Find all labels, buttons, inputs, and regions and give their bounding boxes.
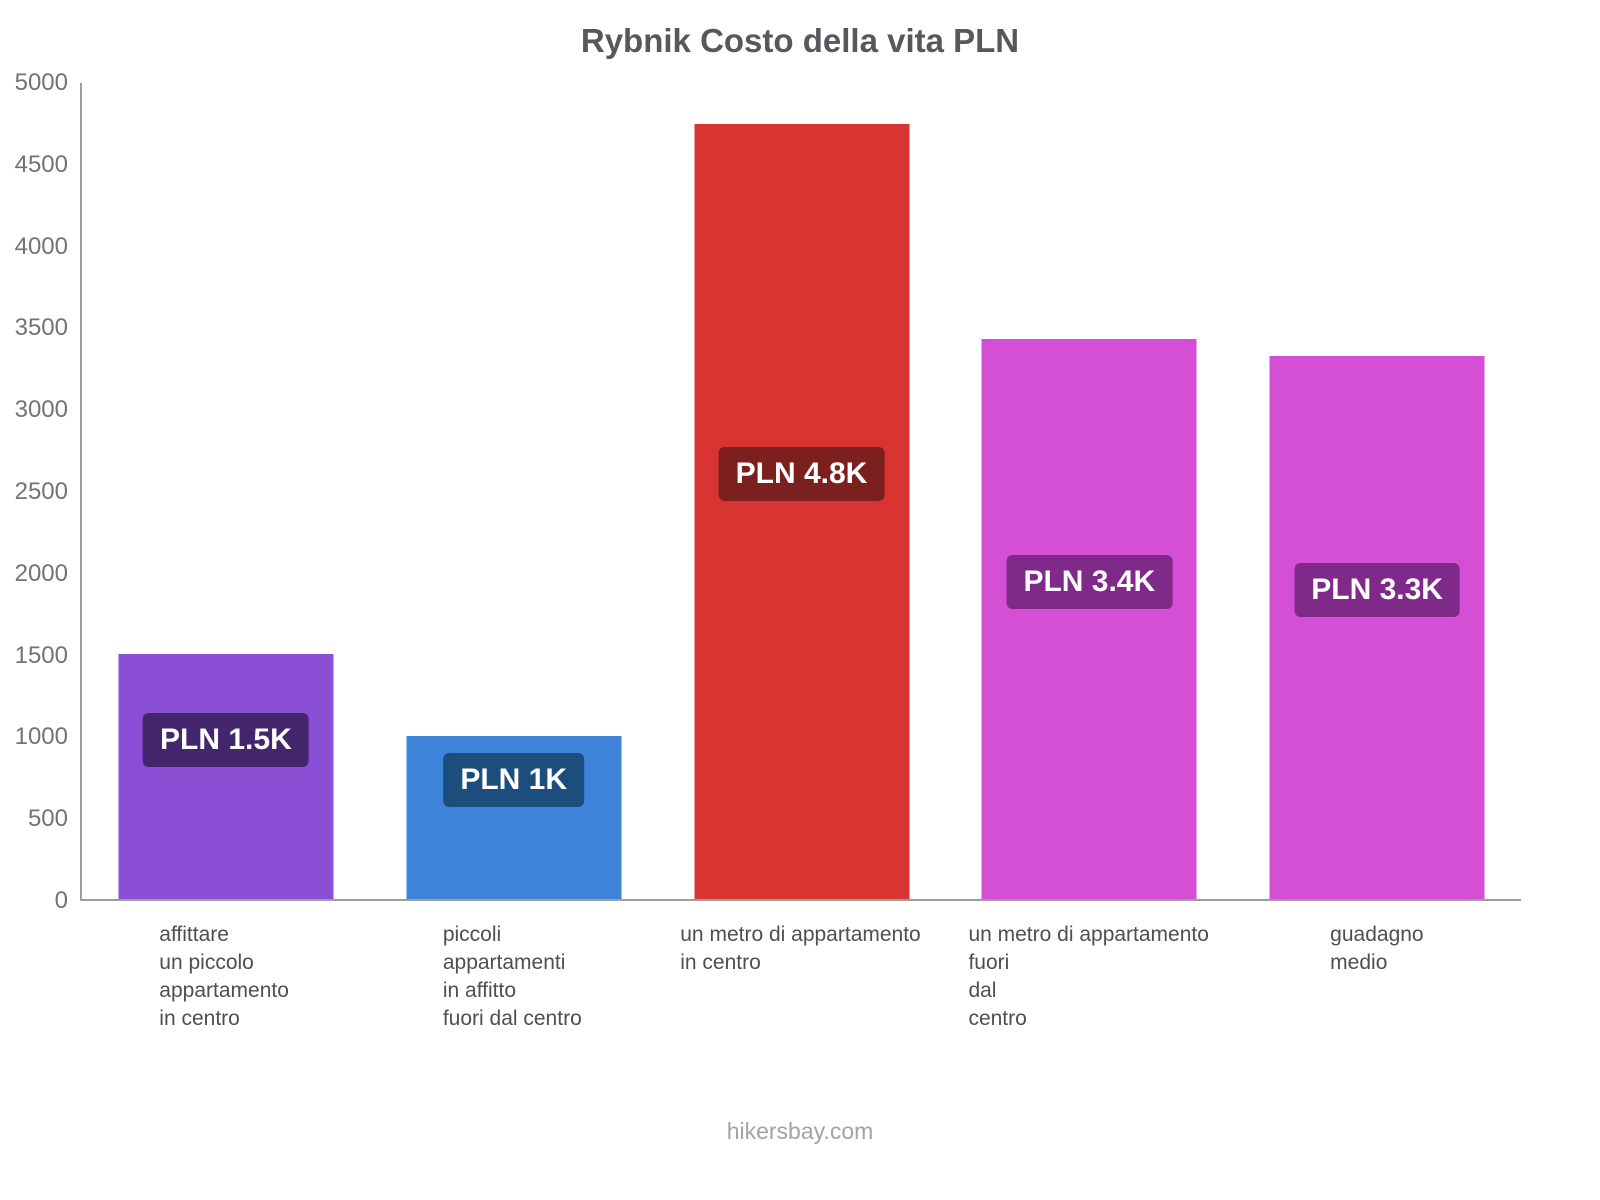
y-tick-label: 500 xyxy=(27,805,68,833)
x-category-label: un metro di appartamento in centro xyxy=(680,923,921,974)
y-tick-label: 5000 xyxy=(14,69,68,96)
y-tick-label: 2500 xyxy=(14,478,68,505)
bar-4: PLN 3.4K xyxy=(981,339,1197,899)
x-category-label: un metro di appartamento fuori dal centr… xyxy=(968,923,1209,1030)
bar-value-label: PLN 3.4K xyxy=(1006,555,1173,610)
y-tick-label: 4500 xyxy=(14,150,68,178)
footer-watermark: hikersbay.com xyxy=(726,1118,874,1144)
y-axis: 0 500 1000 1500 2000 2500 3000 3500 4000 4500 5000 xyxy=(0,69,72,914)
bar-value-label: PLN 4.8K xyxy=(718,447,885,502)
y-tick-label: 1000 xyxy=(14,723,68,751)
bar-3: PLN 4.8K xyxy=(694,123,909,899)
bar-value-label: PLN 3.3K xyxy=(1294,563,1460,618)
bar-5: PLN 3.3K xyxy=(1269,355,1485,899)
x-category-label: piccoli appartamenti in affitto fuori da… xyxy=(442,923,582,1030)
y-tick-label: 3500 xyxy=(14,314,68,342)
y-tick-label: 4000 xyxy=(14,232,68,260)
y-tick-label: 0 xyxy=(54,887,68,914)
bar-value-label: PLN 1.5K xyxy=(143,712,309,767)
y-tick-label: 3000 xyxy=(14,396,68,424)
chart-title: Rybnik Costo della vita PLN xyxy=(580,22,1020,59)
bar-2: PLN 1K xyxy=(406,735,622,899)
bar-value-label: PLN 1K xyxy=(443,753,585,808)
y-tick-label: 1500 xyxy=(14,641,68,669)
plot-area: PLN 1.5K PLN 1K PLN 4.8K PLN 3.4K PLN 3.3K xyxy=(80,83,1521,901)
x-axis-labels: affittare un piccolo appartamento in cen… xyxy=(80,921,1521,1061)
bar-1: PLN 1.5K xyxy=(118,654,334,899)
x-category-label: affittare un piccolo appartamento in cen… xyxy=(159,923,289,1030)
y-tick-label: 2000 xyxy=(14,559,68,587)
x-category-label: guadagno medio xyxy=(1330,923,1424,974)
